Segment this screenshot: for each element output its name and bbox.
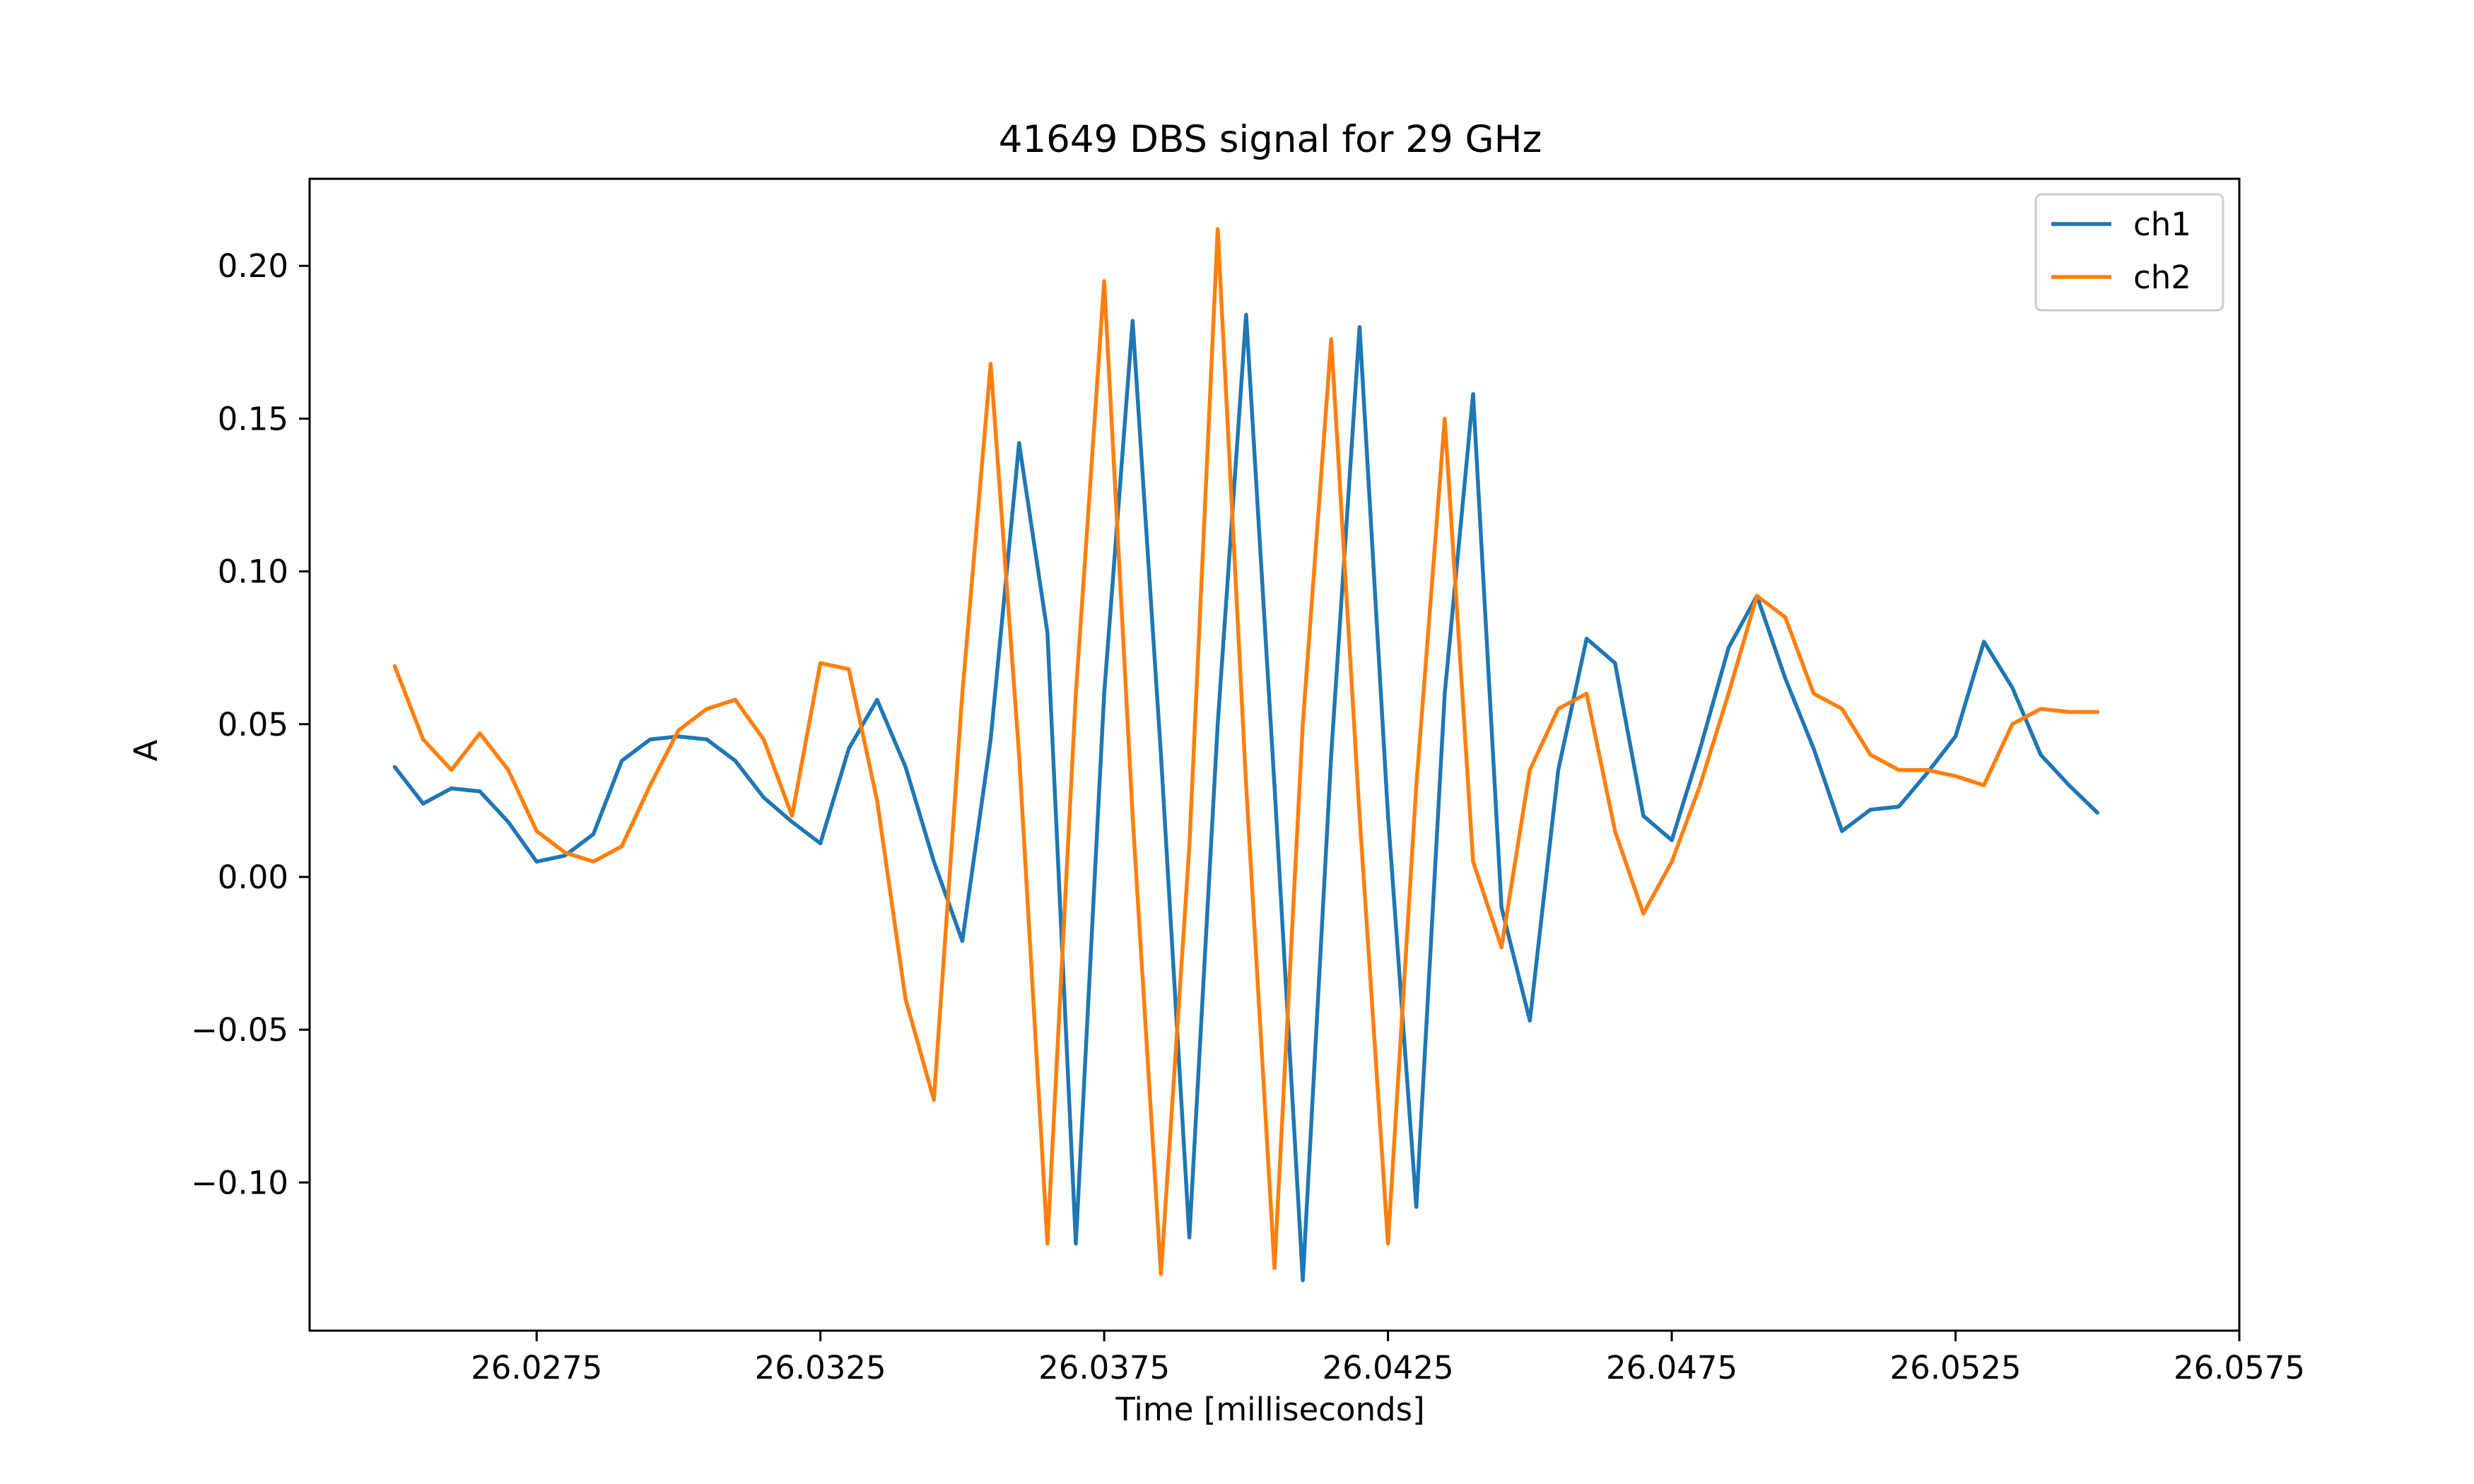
legend-label-ch2: ch2	[2133, 259, 2191, 296]
x-tick-label: 26.0575	[2174, 1349, 2305, 1386]
y-tick-label: −0.10	[191, 1164, 288, 1201]
x-axis-label: Time [milliseconds]	[1115, 1391, 1424, 1428]
x-tick-label: 26.0525	[1889, 1349, 2021, 1386]
y-tick-label: 0.10	[218, 553, 288, 591]
y-axis: 0.20 0.15 0.10 0.05 0.00 −0.05 −0.10	[191, 247, 310, 1201]
x-tick-label: 26.0425	[1323, 1349, 1454, 1386]
legend-label-ch1: ch1	[2133, 206, 2191, 243]
legend-box	[2034, 193, 2224, 312]
y-tick-label: 0.00	[218, 859, 288, 896]
x-axis: 26.0275 26.0325 26.0375 26.0425 26.0475 26.05…	[471, 1331, 2305, 1386]
y-tick-label: 0.05	[218, 706, 288, 743]
x-tick-label: 26.0375	[1038, 1349, 1170, 1386]
x-tick-label: 26.0325	[755, 1349, 886, 1386]
y-axis-label: A	[127, 739, 165, 761]
axes-frame	[308, 177, 2241, 1332]
y-tick-label: 0.20	[218, 247, 288, 285]
y-tick-label: 0.15	[218, 400, 288, 437]
plot-area	[392, 227, 2100, 1283]
x-tick-label: 26.0275	[471, 1349, 602, 1386]
chart-title: 41649 DBS signal for 29 GHz	[999, 118, 1542, 161]
y-tick-label: −0.05	[191, 1011, 288, 1049]
x-tick-label: 26.0475	[1606, 1349, 1737, 1386]
series-line-ch1	[392, 312, 2100, 1283]
series-line-ch2	[392, 227, 2100, 1276]
